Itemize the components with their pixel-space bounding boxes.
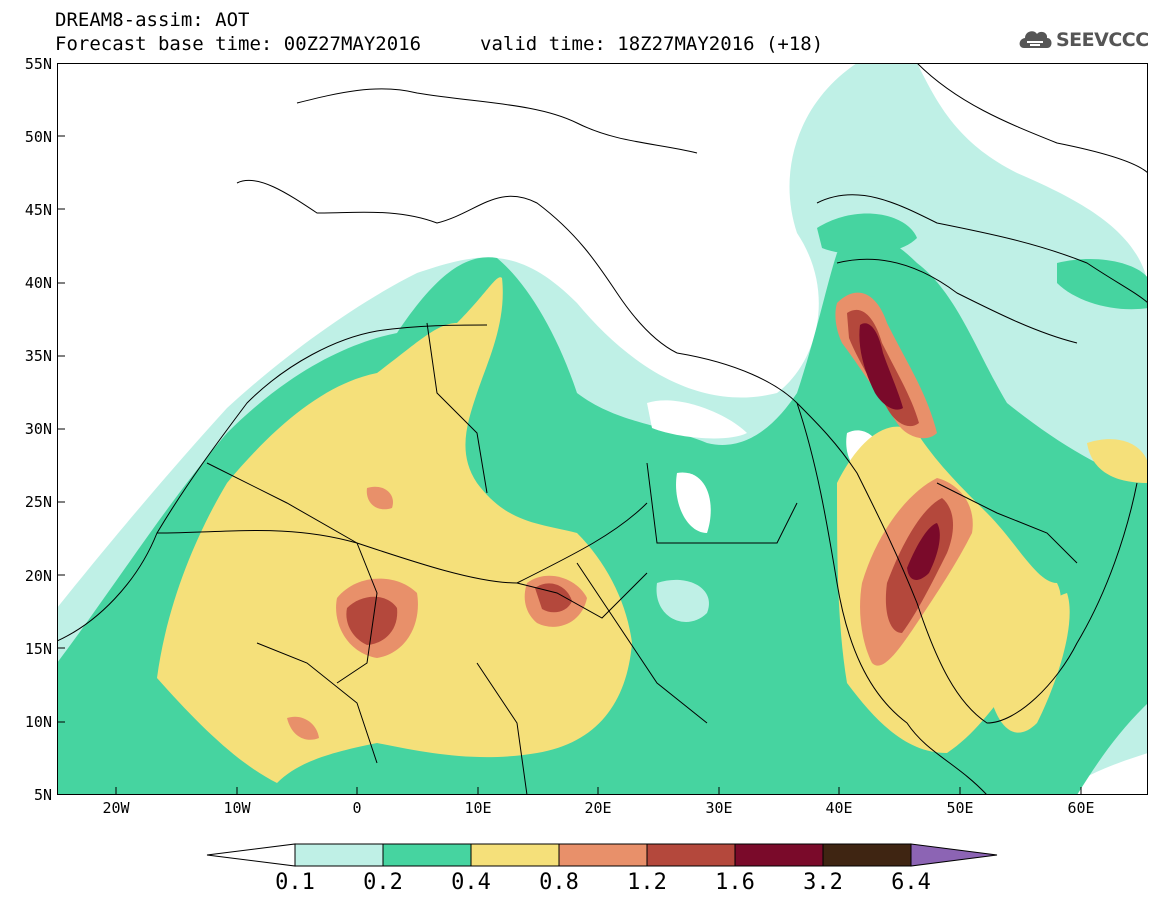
lon-label: 60E [1067,799,1095,817]
lon-label: 30E [705,799,733,817]
axis-ticks [57,135,1082,795]
lon-label: 50E [946,799,974,817]
colorbar-swatch [822,843,912,867]
aot-map [57,63,1148,795]
base-time: Forecast base time: 00Z27MAY2016 [55,33,422,55]
lat-label: 30N [24,420,52,438]
lat-label: 20N [24,567,52,585]
lon-label: 20W [102,799,130,817]
seevccc-logo: SEEVCCC [1018,24,1149,56]
lon-label: 10W [223,799,251,817]
colorbar-label: 1.6 [715,870,755,895]
lon-label: 20E [584,799,612,817]
lat-label: 45N [24,201,52,219]
colorbar-swatch [558,843,648,867]
logo-text: SEEVCCC [1056,29,1149,51]
lat-label: 40N [24,274,52,292]
colorbar-label: 3.2 [803,870,843,895]
colorbar-swatch [294,843,384,867]
lat-label: 25N [24,493,52,511]
lon-label: 0 [352,799,362,817]
aot-field [57,63,1148,795]
lat-label: 5N [33,786,52,804]
colorbar-label: 0.1 [275,870,315,895]
colorbar-label: 1.2 [627,870,667,895]
colorbar-label: 0.8 [539,870,579,895]
map-title: DREAM8-assim: AOT [55,9,250,31]
lat-label: 35N [24,347,52,365]
colorbar-label: 0.4 [451,870,491,895]
forecast-times: Forecast base time: 00Z27MAY2016 valid ti… [55,33,823,55]
colorbar-swatch [646,843,736,867]
lon-label: 10E [464,799,492,817]
colorbar-swatch [382,843,472,867]
coastlines [57,63,1148,795]
lon-label: 40E [825,799,853,817]
valid-time: valid time: 18Z27MAY2016 (+18) [480,33,824,55]
colorbar [206,843,998,867]
colorbar-swatch [734,843,824,867]
lat-label: 15N [24,640,52,658]
colorbar-label: 6.4 [891,870,931,895]
colorbar-swatch-below [206,843,296,867]
colorbar-label: 0.2 [363,870,403,895]
lat-label: 10N [24,713,52,731]
colorbar-swatch [470,843,560,867]
map-frame [57,63,1148,795]
colorbar-swatch-above [910,843,998,867]
lat-label: 50N [24,128,52,146]
lat-label: 55N [24,55,52,73]
cloud-icon [1019,31,1052,48]
